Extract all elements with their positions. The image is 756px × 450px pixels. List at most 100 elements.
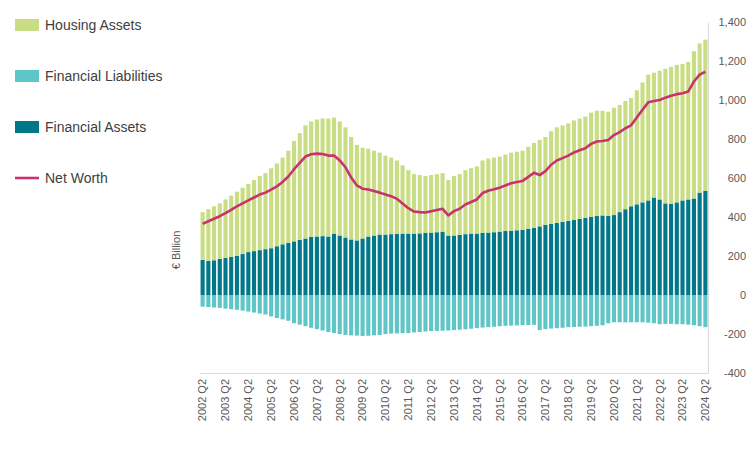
bar bbox=[412, 234, 416, 295]
bar bbox=[292, 295, 296, 323]
bar bbox=[252, 295, 256, 313]
bar bbox=[652, 295, 656, 323]
bar bbox=[258, 295, 262, 314]
bar bbox=[463, 295, 467, 329]
bar-series bbox=[201, 295, 708, 336]
bar bbox=[669, 204, 673, 295]
bar bbox=[543, 137, 547, 225]
y-tick: 400 bbox=[708, 211, 746, 223]
bar bbox=[446, 295, 450, 330]
plot-area bbox=[201, 40, 708, 336]
bar bbox=[629, 206, 633, 295]
bar bbox=[458, 174, 462, 235]
bar bbox=[229, 295, 233, 309]
bar bbox=[698, 43, 702, 192]
bar bbox=[606, 216, 610, 295]
legend-swatch bbox=[15, 121, 39, 133]
bar bbox=[686, 199, 690, 295]
legend-swatch bbox=[15, 19, 39, 31]
bar bbox=[520, 295, 524, 325]
x-tick: 2008 Q2 bbox=[334, 379, 346, 421]
x-tick: 2023 Q2 bbox=[676, 379, 688, 421]
x-tick: 2002 Q2 bbox=[196, 379, 208, 421]
bar bbox=[303, 295, 307, 326]
bar bbox=[623, 209, 627, 295]
y-axis-title: € Billion bbox=[170, 231, 182, 270]
bar bbox=[606, 112, 610, 216]
x-tick-label: 2013 Q2 bbox=[448, 379, 460, 421]
x-axis-line bbox=[201, 373, 709, 374]
bar bbox=[703, 191, 707, 295]
bar bbox=[595, 111, 599, 216]
bar bbox=[429, 295, 433, 331]
x-tick: 2021 Q2 bbox=[631, 379, 643, 421]
x-tick: 2012 Q2 bbox=[425, 379, 437, 421]
bar bbox=[692, 51, 696, 198]
bar bbox=[309, 295, 313, 328]
bar bbox=[623, 101, 627, 209]
bar bbox=[418, 233, 422, 295]
bar bbox=[349, 137, 353, 239]
bar bbox=[486, 159, 490, 233]
bar bbox=[578, 219, 582, 295]
bar bbox=[401, 165, 405, 233]
bar bbox=[229, 196, 233, 257]
x-tick-label: 2014 Q2 bbox=[471, 379, 483, 421]
bar bbox=[538, 140, 542, 226]
bar bbox=[366, 149, 370, 237]
bar bbox=[201, 212, 205, 260]
bar bbox=[560, 295, 564, 328]
bar bbox=[389, 295, 393, 334]
bar bbox=[441, 232, 445, 295]
bar bbox=[218, 295, 222, 308]
bar bbox=[652, 73, 656, 198]
bar bbox=[441, 173, 445, 232]
bar bbox=[223, 295, 227, 309]
bar bbox=[343, 127, 347, 237]
x-tick-label: 2006 Q2 bbox=[288, 379, 300, 421]
bar bbox=[218, 259, 222, 295]
bar bbox=[212, 260, 216, 295]
bar bbox=[538, 295, 542, 330]
y-tick-label: 0 bbox=[740, 289, 746, 301]
bar bbox=[298, 133, 302, 240]
bar bbox=[612, 108, 616, 215]
x-tick: 2017 Q2 bbox=[539, 379, 551, 421]
bar bbox=[332, 234, 336, 295]
bar bbox=[355, 240, 359, 295]
bar bbox=[692, 198, 696, 295]
bar bbox=[361, 295, 365, 336]
bar bbox=[429, 175, 433, 233]
bar bbox=[423, 233, 427, 295]
bar bbox=[423, 176, 427, 233]
bar bbox=[658, 295, 662, 324]
bar bbox=[543, 295, 547, 329]
y-tick-label: 1,400 bbox=[718, 16, 746, 28]
bar bbox=[212, 295, 216, 307]
x-tick: 2007 Q2 bbox=[311, 379, 323, 421]
bar bbox=[349, 239, 353, 295]
bar bbox=[526, 295, 530, 325]
bar bbox=[286, 295, 290, 321]
y-tick: 200 bbox=[708, 250, 746, 262]
bar bbox=[418, 175, 422, 233]
bar bbox=[566, 221, 570, 295]
bar bbox=[498, 232, 502, 295]
bar bbox=[378, 235, 382, 295]
bar bbox=[503, 231, 507, 295]
bar bbox=[492, 158, 496, 233]
bar bbox=[321, 295, 325, 330]
bar bbox=[406, 170, 410, 233]
bar bbox=[235, 256, 239, 295]
bar bbox=[235, 192, 239, 256]
legend-item: Net Worth bbox=[15, 170, 108, 186]
bar bbox=[298, 240, 302, 295]
bar bbox=[423, 295, 427, 331]
bar bbox=[326, 119, 330, 237]
bar bbox=[458, 295, 462, 330]
bar bbox=[652, 198, 656, 296]
bar bbox=[292, 141, 296, 241]
bar-series bbox=[201, 40, 708, 261]
bar bbox=[269, 295, 273, 316]
y-tick-label: -200 bbox=[724, 328, 746, 340]
